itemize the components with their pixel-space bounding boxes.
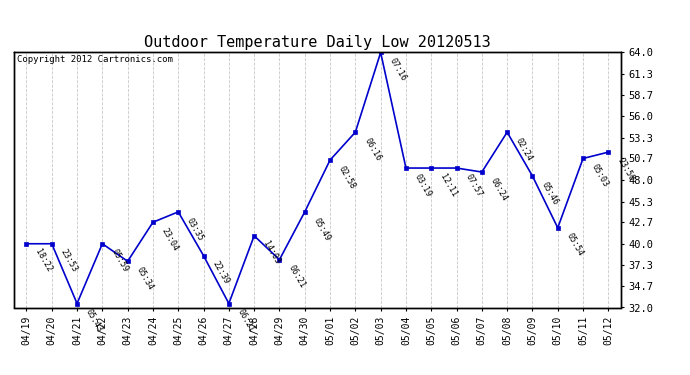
Text: Copyright 2012 Cartronics.com: Copyright 2012 Cartronics.com [17, 55, 172, 64]
Text: 06:16: 06:16 [362, 136, 382, 162]
Text: 05:59: 05:59 [109, 248, 130, 274]
Text: 07:16: 07:16 [388, 57, 408, 83]
Text: 05:34: 05:34 [135, 266, 155, 292]
Text: 18:22: 18:22 [33, 248, 54, 274]
Text: 22:39: 22:39 [210, 260, 230, 286]
Text: 02:24: 02:24 [514, 136, 534, 162]
Text: 14:03: 14:03 [261, 240, 282, 266]
Text: 05:54: 05:54 [564, 232, 585, 258]
Text: 02:58: 02:58 [337, 164, 357, 190]
Text: 05:49: 05:49 [312, 216, 332, 242]
Text: 23:04: 23:04 [160, 226, 180, 252]
Text: 05:46: 05:46 [540, 180, 560, 206]
Title: Outdoor Temperature Daily Low 20120513: Outdoor Temperature Daily Low 20120513 [144, 35, 491, 50]
Text: 06:24: 06:24 [489, 176, 509, 203]
Text: 05:03: 05:03 [590, 163, 610, 189]
Text: 06:21: 06:21 [236, 308, 256, 334]
Text: 07:57: 07:57 [464, 172, 484, 198]
Text: 06:21: 06:21 [286, 264, 306, 290]
Text: 05:43: 05:43 [84, 308, 104, 334]
Text: 03:35: 03:35 [185, 216, 206, 242]
Text: 23:50: 23:50 [615, 156, 635, 182]
Text: 12:11: 12:11 [438, 172, 458, 198]
Text: 03:19: 03:19 [413, 172, 433, 198]
Text: 23:53: 23:53 [59, 248, 79, 274]
